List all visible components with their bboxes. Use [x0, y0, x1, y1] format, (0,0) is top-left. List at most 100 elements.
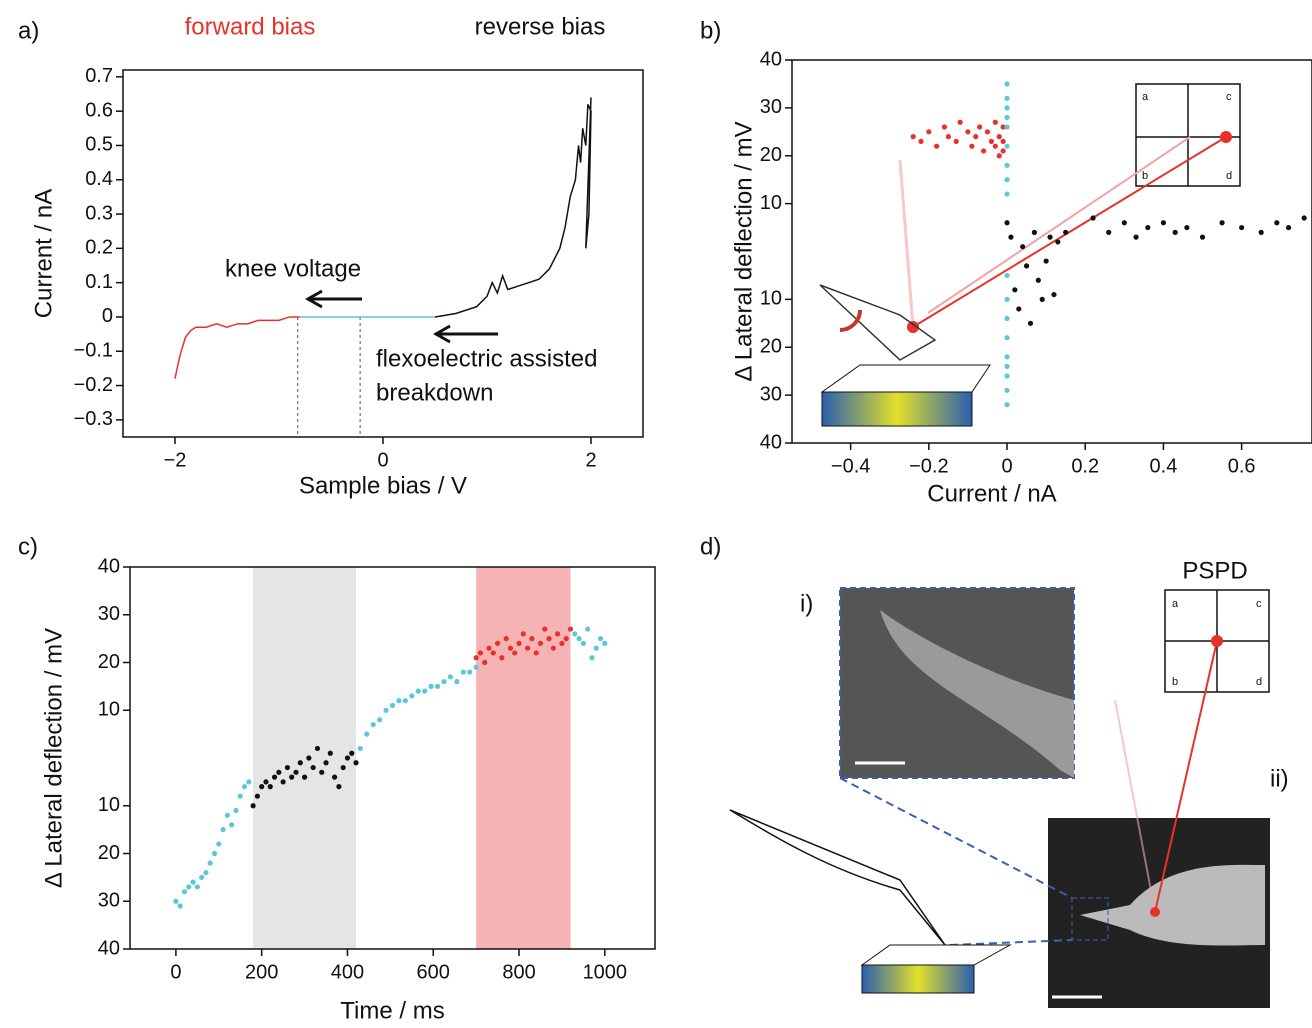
data-point [992, 119, 998, 125]
data-point [1004, 373, 1010, 379]
data-point [477, 650, 484, 656]
data-point [349, 750, 355, 756]
y-tick-label: 0.5 [85, 134, 113, 156]
data-point [233, 807, 239, 814]
y-tick-label: 0 [102, 305, 113, 327]
data-point [555, 631, 561, 637]
x-tick-label: 0 [377, 449, 388, 471]
data-point [1047, 234, 1053, 240]
data-point [490, 650, 496, 656]
y-tick-label: −0.1 [74, 340, 113, 362]
pspd-title: PSPD [1182, 557, 1247, 584]
data-point [953, 138, 959, 144]
data-point [1004, 354, 1010, 360]
y-tick-label: −0.3 [74, 408, 113, 430]
y-tick-label: −0.2 [74, 374, 113, 396]
x-tick-label: 0 [170, 961, 181, 983]
quadrant-label: b [1142, 170, 1148, 182]
data-point [263, 779, 269, 785]
annotation: reverse bias [475, 13, 606, 40]
data-point [977, 124, 983, 130]
data-point [1239, 224, 1245, 231]
data-point [1000, 124, 1006, 130]
x-tick-label: −0.2 [909, 455, 948, 477]
x-axis-label: Time / ms [340, 997, 444, 1024]
data-point [1004, 335, 1010, 341]
data-point [1016, 306, 1022, 312]
data-point [1000, 148, 1006, 154]
data-point [306, 755, 312, 761]
data-point [1063, 229, 1069, 235]
data-point [996, 134, 1002, 140]
data-point [1004, 315, 1010, 322]
quadrant-label: d [1256, 676, 1262, 688]
data-point [1004, 191, 1010, 197]
data-point [1133, 234, 1139, 240]
data-point [1004, 272, 1010, 279]
data-line [174, 316, 300, 379]
data-point [177, 903, 183, 909]
shaded-band [476, 567, 571, 949]
data-point [918, 138, 924, 144]
data-point [992, 143, 998, 149]
x-tick-label: 2 [585, 449, 596, 471]
data-point [1121, 220, 1127, 226]
data-point [271, 774, 278, 780]
data-point [973, 134, 979, 140]
data-point [576, 636, 582, 642]
x-tick-label: 0 [1001, 455, 1012, 477]
data-point [482, 659, 488, 666]
y-tick-label: 20 [98, 842, 120, 864]
data-point [507, 645, 514, 651]
data-point [1039, 296, 1045, 302]
x-tick-label: 0.2 [1071, 455, 1099, 477]
data-point [1199, 234, 1206, 240]
data-point [389, 702, 396, 709]
panel-label: c) [18, 533, 38, 560]
data-point [1285, 224, 1292, 231]
data-point [199, 874, 205, 880]
data-point [340, 764, 346, 771]
data-point [383, 707, 389, 713]
panel-label: d) [700, 533, 721, 560]
y-tick-label: 0.3 [85, 202, 113, 224]
data-point [542, 626, 548, 632]
data-point [1004, 296, 1010, 302]
data-point [546, 636, 552, 642]
data-point [593, 645, 599, 651]
data-point [447, 674, 454, 680]
x-tick-label: 200 [245, 961, 278, 983]
data-point [1004, 143, 1010, 149]
data-point [1258, 229, 1264, 235]
y-tick-label: 0.7 [85, 65, 113, 87]
data-point [364, 731, 370, 737]
data-point [602, 640, 608, 647]
data-point [1106, 229, 1112, 235]
data-point [284, 764, 291, 771]
data-point [409, 693, 415, 699]
data-point [254, 793, 260, 799]
arrow [432, 324, 498, 344]
data-point [216, 841, 222, 847]
b-inset [819, 83, 1241, 427]
y-tick-label: 40 [98, 555, 120, 577]
data-point [357, 745, 363, 752]
y-tick-label: 40 [760, 48, 782, 70]
y-tick-label: 20 [760, 336, 782, 358]
data-point [280, 779, 286, 785]
y-tick-label: 0.1 [85, 271, 113, 293]
data-point [1004, 81, 1010, 87]
data-line [434, 97, 592, 318]
data-point [988, 138, 994, 144]
data-point [460, 669, 466, 675]
data-point [597, 636, 604, 642]
data-point [181, 889, 188, 895]
quadrant-label: a [1172, 598, 1179, 610]
y-tick-label: 30 [760, 383, 782, 405]
data-point [1274, 220, 1280, 226]
data-point [589, 655, 595, 661]
annotation: flexoelectric assisted [376, 345, 597, 372]
data-point [1051, 291, 1057, 298]
x-tick-label: 0.4 [1150, 455, 1178, 477]
data-point [377, 717, 383, 723]
